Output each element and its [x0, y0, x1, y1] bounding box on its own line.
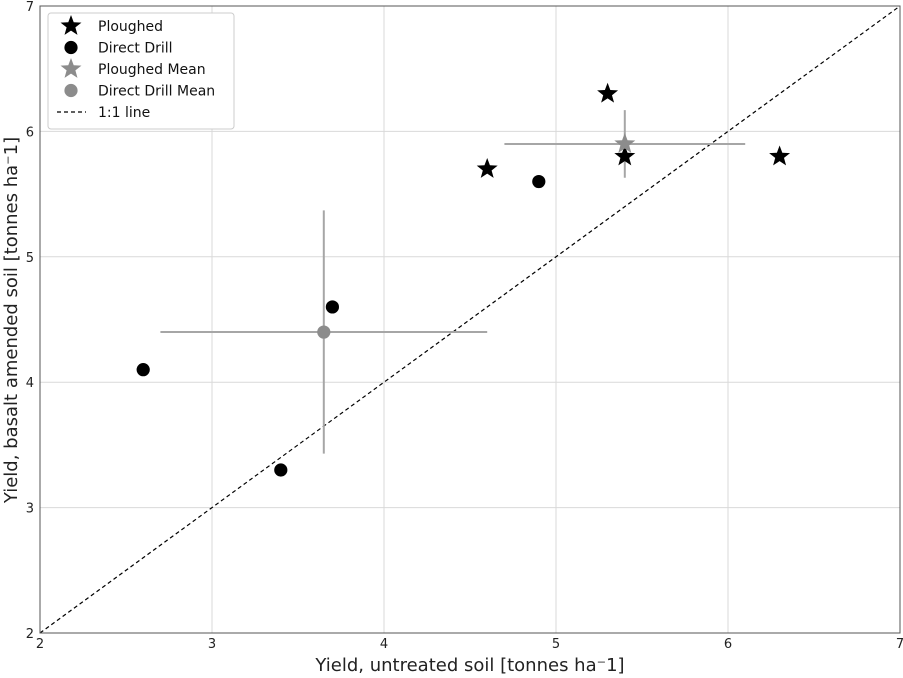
legend-label-ploughed-mean: Ploughed Mean	[98, 62, 206, 78]
legend: Ploughed Direct Drill Ploughed Mean Direct …	[47, 12, 235, 130]
legend-label-ploughed: Ploughed	[98, 19, 163, 35]
x-tick-label: 5	[552, 637, 560, 652]
x-axis-title: Yield, untreated soil [tonnes ha⁻1]	[314, 655, 624, 676]
legend-label-1-1-line: 1:1 line	[98, 105, 150, 121]
legend-label-direct-drill-mean: Direct Drill Mean	[98, 84, 215, 100]
y-tick-label: 5	[26, 251, 34, 266]
y-tick-label: 4	[26, 376, 34, 391]
ploughed-mean-point	[614, 132, 636, 153]
data-points	[136, 82, 791, 477]
y-tick-label: 3	[26, 502, 34, 517]
x-tick-label: 2	[36, 637, 44, 652]
legend-swatch-ploughed	[60, 15, 82, 35]
x-tick-label: 3	[208, 637, 216, 652]
direct-drill-point	[274, 463, 288, 477]
x-tick-label: 6	[724, 637, 732, 652]
legend-swatch-direct-drill-mean	[64, 83, 78, 98]
x-tick-label: 7	[896, 637, 903, 652]
ploughed-point	[476, 158, 498, 178]
legend-box	[47, 12, 235, 130]
one-to-one-line	[39, 5, 901, 634]
direct-drill-mean-point	[317, 325, 331, 339]
legend-swatch-ploughed-mean	[60, 58, 82, 78]
ploughed-point	[597, 82, 619, 103]
legend-label-direct-drill: Direct Drill	[98, 41, 173, 57]
y-tick-label: 2	[26, 627, 34, 642]
y-tick-label: 7	[26, 0, 34, 15]
direct-drill-point	[136, 363, 150, 377]
y-axis-title: Yield, basalt amended soil [tonnes ha⁻1]	[1, 137, 22, 504]
plot-frame	[39, 5, 901, 634]
y-tick-label: 6	[26, 125, 34, 140]
ploughed-point	[769, 145, 791, 166]
grid-lines	[39, 5, 901, 634]
tick-labels: 2 3 4 5 6 7 2 3 4 5 6 7	[26, 0, 903, 652]
ploughed-point	[614, 145, 636, 166]
legend-swatch-direct-drill	[64, 40, 78, 55]
direct-drill-point	[532, 174, 546, 189]
direct-drill-point	[325, 300, 339, 314]
x-tick-label: 4	[380, 637, 388, 652]
